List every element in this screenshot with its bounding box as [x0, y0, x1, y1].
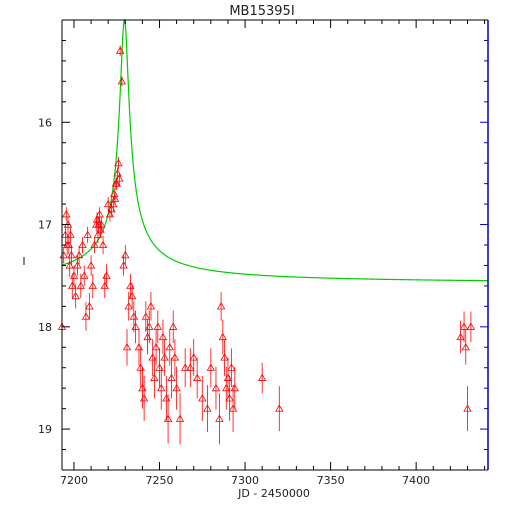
data-point [122, 342, 132, 351]
data-point [461, 342, 470, 351]
data-point [170, 353, 180, 361]
x-tick-label: 7200 [60, 474, 88, 487]
data-point [115, 174, 124, 182]
data-point [110, 194, 120, 203]
data-point [169, 322, 178, 330]
data-point [93, 230, 103, 238]
data-point [459, 322, 469, 330]
data-point [167, 373, 176, 381]
data-point [227, 363, 236, 371]
data-point [203, 404, 212, 412]
data-point [153, 322, 162, 330]
data-point [76, 281, 86, 289]
data-point [189, 353, 198, 361]
data-point [96, 225, 105, 233]
data-point [71, 291, 80, 300]
data-point [172, 383, 181, 392]
data-point [83, 230, 92, 238]
data-point [127, 291, 137, 300]
data-point [463, 404, 472, 412]
x-tick-label: 7300 [231, 474, 259, 487]
data-point [275, 404, 284, 412]
data-point [158, 332, 168, 341]
data-point [80, 271, 89, 279]
data-point [69, 271, 79, 279]
data-point [66, 230, 75, 238]
data-point [218, 332, 228, 341]
y-tick-label: 17 [38, 219, 52, 232]
data-point [141, 312, 151, 320]
data-points-layer [57, 45, 476, 445]
data-point [86, 261, 96, 269]
data-point [64, 240, 74, 249]
data-point [85, 302, 94, 310]
data-point [81, 312, 91, 320]
data-point [186, 363, 195, 371]
data-point [121, 250, 130, 259]
chart-title: MB15395I [229, 4, 294, 19]
data-point [150, 373, 159, 381]
data-point [216, 302, 226, 310]
data-point [157, 383, 166, 392]
data-point [131, 322, 140, 330]
data-point [117, 77, 127, 85]
axes: 7200 7250 7300 7350 7400 16 17 18 19 [38, 19, 489, 487]
data-point [78, 240, 87, 249]
data-point [62, 210, 71, 218]
data-point [192, 373, 202, 381]
data-point [198, 394, 207, 402]
data-point [225, 394, 234, 402]
data-point [97, 220, 106, 228]
data-point [88, 281, 97, 289]
x-tick-label: 7250 [146, 474, 174, 487]
data-point [90, 240, 99, 249]
data-point [146, 302, 156, 310]
data-point [175, 414, 185, 422]
x-tick-label: 7350 [317, 474, 345, 487]
model-curve [61, 18, 489, 282]
data-point [163, 414, 173, 422]
model-curve-layer [61, 18, 489, 282]
data-point [211, 383, 221, 392]
x-tick-label: 7400 [402, 474, 430, 487]
data-point [95, 210, 104, 218]
data-point [104, 199, 113, 208]
data-point [73, 261, 82, 269]
data-point [148, 353, 157, 361]
data-point [67, 250, 76, 259]
data-point [98, 240, 108, 249]
data-point [115, 46, 125, 54]
data-point [215, 414, 224, 422]
data-point [466, 322, 476, 330]
data-point [124, 302, 133, 310]
data-point [206, 363, 216, 371]
y-axis-label: I [22, 255, 25, 268]
data-point [139, 394, 149, 402]
y-tick-label: 16 [38, 116, 52, 129]
data-point [220, 353, 229, 361]
data-point [112, 179, 121, 187]
data-point [134, 342, 144, 351]
y-tick-label: 19 [38, 423, 52, 436]
x-axis-label: JD - 2450000 [237, 487, 310, 500]
data-point [145, 322, 154, 330]
data-point [151, 342, 161, 351]
data-point [230, 383, 239, 392]
data-point [136, 363, 145, 371]
y-tick-label: 18 [38, 321, 52, 334]
data-point [257, 373, 267, 381]
data-point [165, 342, 174, 351]
data-point [102, 271, 111, 279]
data-point [456, 332, 465, 341]
data-point [180, 363, 190, 371]
data-point [114, 158, 123, 167]
data-point [74, 250, 84, 259]
data-point [61, 230, 70, 238]
data-point [160, 353, 169, 361]
